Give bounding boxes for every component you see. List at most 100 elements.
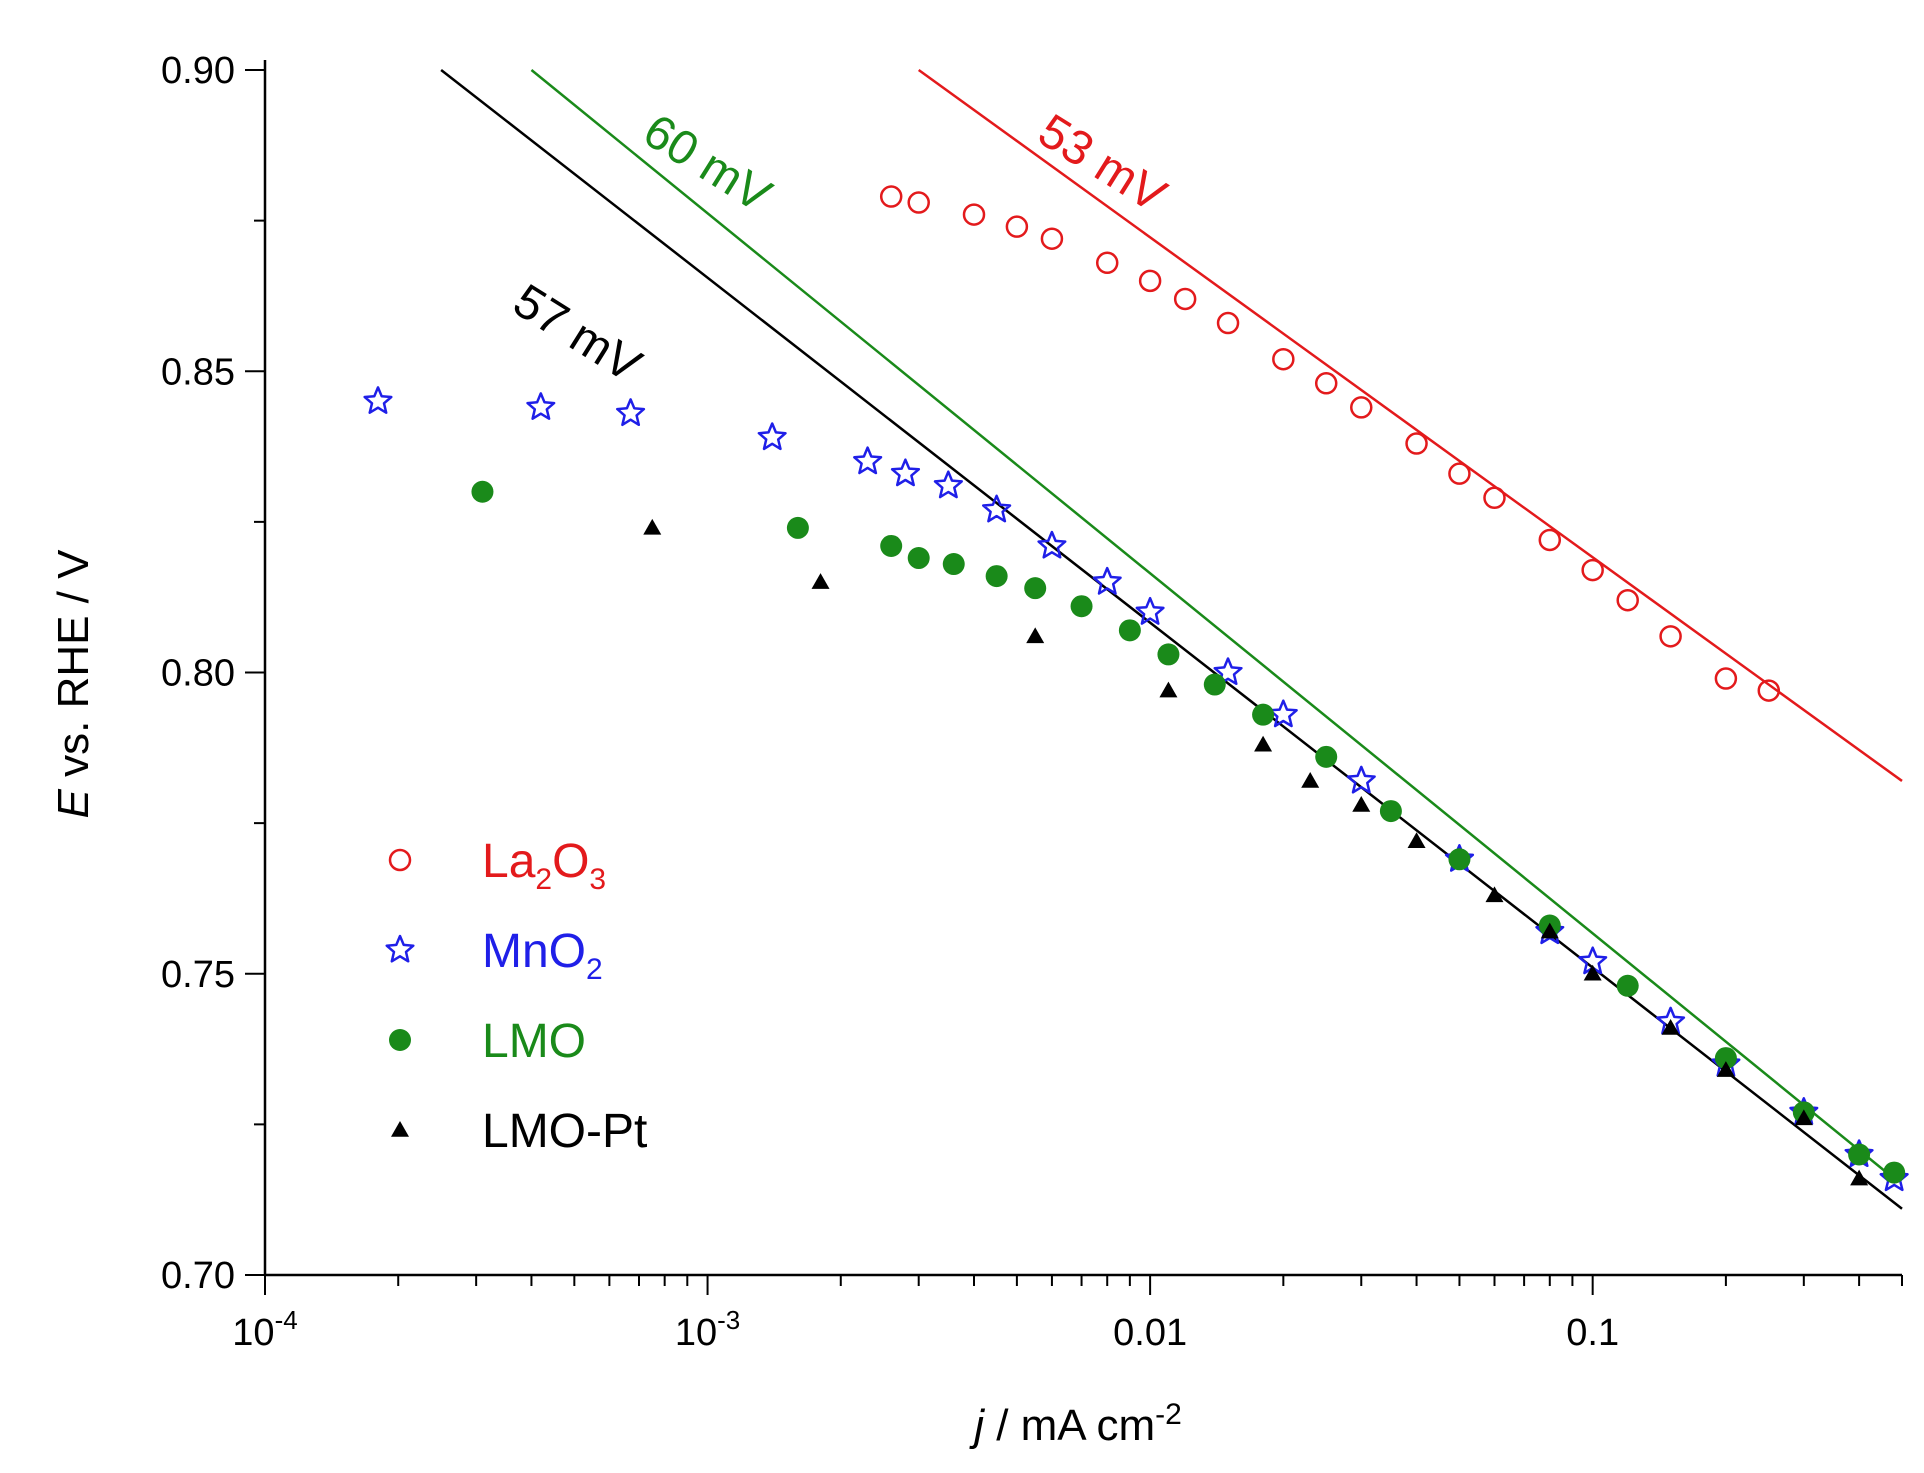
data-point [1314, 372, 1338, 395]
x-axis-title-unit: / mA cm [984, 1401, 1155, 1450]
data-point [942, 553, 965, 576]
data-point [1616, 974, 1639, 997]
slope-label: 60 mV [634, 104, 780, 222]
slope-labels: 60 mV 57 mV 53 mV [504, 104, 1175, 392]
data-point [385, 934, 415, 963]
slope-label: 53 mV [1029, 104, 1175, 222]
data-point [757, 422, 787, 451]
data-point [616, 398, 646, 427]
y-tick-label: 0.85 [161, 351, 235, 393]
data-point [1213, 657, 1243, 686]
data-point [880, 534, 903, 557]
legend-label: La2O3 [482, 835, 606, 896]
y-axis-title: E vs. RHE / V [49, 549, 98, 819]
data-point [1848, 1143, 1871, 1166]
legend-label: LMO-Pt [482, 1105, 647, 1158]
data-point [962, 203, 986, 226]
data-point [1714, 1047, 1737, 1070]
data-point [1024, 577, 1047, 600]
data-point [1173, 287, 1197, 311]
data-point [985, 565, 1008, 588]
y-tick-label: 0.70 [161, 1255, 235, 1297]
y-axis-ticks: 0.70 0.75 0.80 0.85 0.90 [161, 50, 265, 1297]
data-point [1138, 269, 1162, 293]
data-point [1040, 227, 1064, 250]
tafel-line [530, 69, 1895, 1180]
y-axis-title-unit: vs. RHE / V [49, 549, 98, 789]
legend-item: MnO2 [385, 925, 603, 986]
data-point [786, 516, 809, 539]
legend-label: LMO [482, 1015, 586, 1068]
tafel-fit-lines [440, 68, 1903, 1210]
data-point [1659, 625, 1682, 648]
legend-label: MnO2 [482, 925, 603, 986]
x-tick-label: 10-3 [675, 1305, 740, 1354]
data-point [1159, 681, 1178, 698]
y-axis-title-symbol: E [49, 788, 98, 818]
slope-label: 57 mV [504, 274, 650, 392]
data-point [1448, 848, 1471, 871]
data-point [643, 518, 662, 535]
data-point [1135, 596, 1165, 625]
data-point [526, 392, 556, 420]
data-point [1118, 619, 1141, 642]
data-point [1379, 800, 1402, 823]
data-point [811, 573, 830, 589]
data-point [1037, 530, 1067, 559]
series-lmo [471, 480, 1906, 1184]
data-point [1581, 558, 1604, 582]
x-axis-title-symbol: j [969, 1401, 985, 1450]
data-point [1070, 595, 1093, 618]
data-point [907, 547, 930, 570]
tafel-line [917, 68, 1903, 782]
x-axis-ticks: 10-4 10-3 0.01 0.1 [232, 1275, 1903, 1354]
legend-item: LMO-Pt [391, 1105, 647, 1158]
data-point [933, 470, 963, 499]
data-point [982, 494, 1012, 523]
series-la2o3 [879, 185, 1781, 702]
data-point [1315, 745, 1338, 768]
data-point [1716, 1061, 1735, 1077]
data-point [388, 848, 412, 872]
series-mno2 [363, 386, 1909, 1192]
data-point [1352, 796, 1371, 812]
series-lmo-pt [643, 518, 1869, 1186]
data-point [1883, 1161, 1906, 1184]
data-point [1216, 311, 1240, 335]
data-point [853, 446, 883, 475]
data-point [1157, 643, 1180, 666]
data-point [1794, 1109, 1813, 1126]
data-point [1203, 673, 1226, 696]
data-point [1405, 432, 1428, 455]
data-point [471, 480, 494, 503]
x-tick-label: 0.1 [1566, 1312, 1619, 1354]
x-tick-label: 0.01 [1113, 1312, 1187, 1354]
legend: La2O3 MnO2 LMO LMO-Pt [385, 835, 647, 1158]
data-point [1254, 735, 1273, 752]
data-point [1268, 699, 1298, 728]
data-point [1661, 1018, 1680, 1035]
y-tick-label: 0.80 [161, 653, 235, 695]
data-point [1850, 1169, 1869, 1186]
legend-item: LMO [389, 1015, 586, 1068]
data-point [1540, 922, 1559, 939]
data-point [1757, 679, 1781, 702]
tafel-line [440, 69, 1903, 1210]
data-point [907, 191, 930, 214]
data-point [1026, 627, 1045, 644]
data-point [1095, 251, 1119, 275]
x-tick-label: 10-4 [232, 1305, 297, 1354]
data-point [1485, 886, 1504, 903]
data-point [1252, 703, 1275, 726]
x-axis-title-exponent: -2 [1155, 1398, 1182, 1431]
data-series [363, 185, 1909, 1192]
data-point [1714, 667, 1738, 690]
data-point [363, 386, 393, 414]
legend-item: La2O3 [388, 835, 606, 896]
data-point [1346, 765, 1376, 794]
data-point [1538, 528, 1562, 552]
data-point [1272, 347, 1295, 371]
plot-frame [263, 60, 1902, 1277]
data-point [1350, 396, 1373, 419]
